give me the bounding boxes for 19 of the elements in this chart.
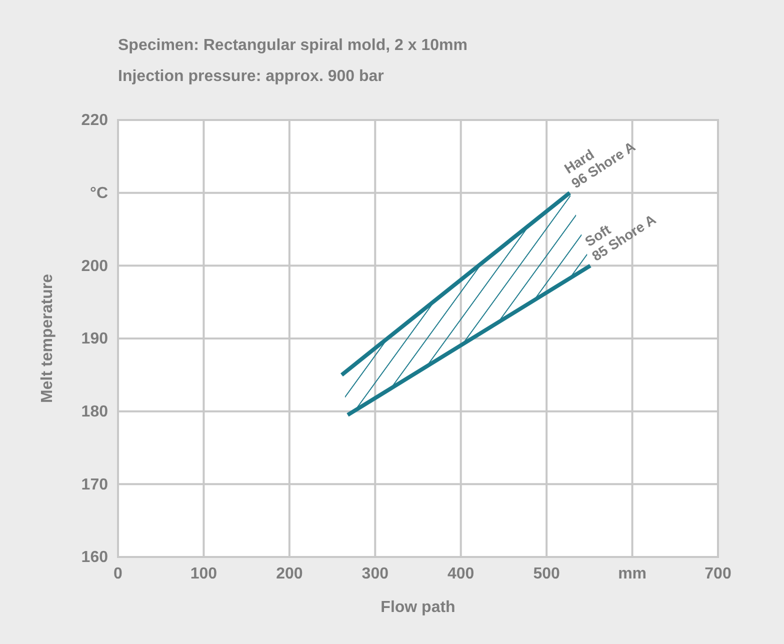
x-tick-label: 300 — [362, 565, 389, 582]
x-tick-label: mm — [618, 565, 647, 582]
chart-subtitle: Injection pressure: approx. 900 bar — [118, 68, 384, 85]
chart-title: Specimen: Rectangular spiral mold, 2 x 10mm — [118, 37, 468, 54]
x-tick-label: 100 — [190, 565, 218, 582]
y-tick-label: 170 — [81, 476, 108, 494]
x-tick-label: 0 — [114, 565, 123, 582]
x-tick-label: 700 — [704, 565, 732, 582]
y-tick-label: 180 — [81, 403, 108, 420]
x-tick-label: 400 — [448, 565, 474, 582]
x-tick-label: 500 — [533, 565, 560, 582]
y-tick-label: 200 — [81, 258, 108, 275]
x-axis-title: Flow path — [380, 599, 456, 616]
x-tick-label: 200 — [276, 565, 303, 582]
y-tick-label: °C — [90, 184, 108, 202]
y-tick-label: 220 — [81, 112, 108, 130]
y-axis-title: Melt temperature — [39, 274, 56, 403]
y-tick-label: 160 — [81, 549, 108, 566]
y-tick-label: 190 — [81, 330, 108, 348]
